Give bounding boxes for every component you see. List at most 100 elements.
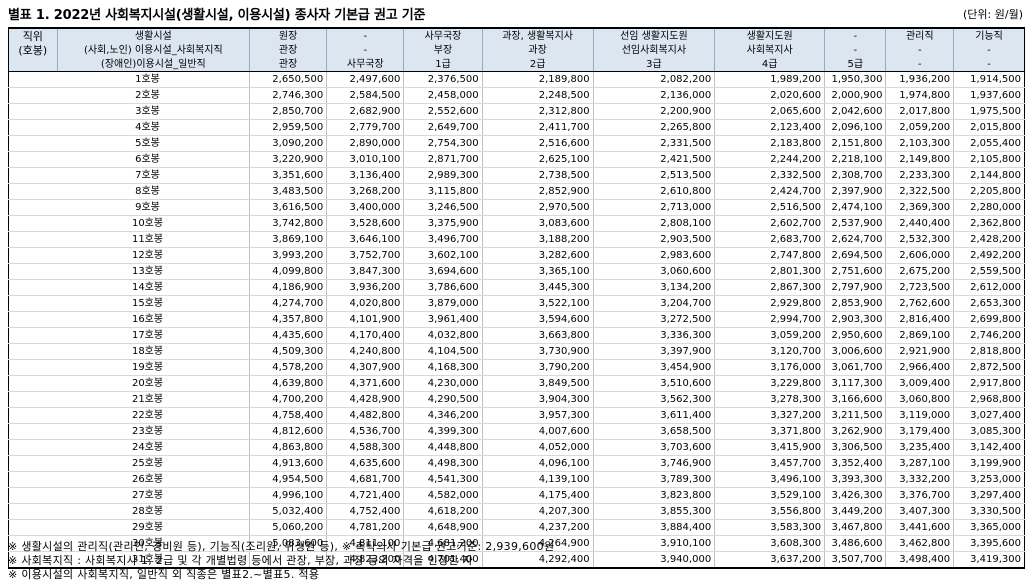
footnotes: ※ 생활시설의 관리직(관리인, 경비원 등), 기능직(조리원, 위생원 등)… bbox=[8, 540, 554, 582]
salary-cell: 3,188,200 bbox=[481, 231, 594, 248]
salary-cell: 3,119,000 bbox=[885, 407, 955, 424]
salary-cell: 4,509,300 bbox=[249, 343, 328, 360]
table-row: 25호봉 4,913,600 4,635,600 4,498,300 4,096,100… bbox=[7, 455, 1025, 472]
salary-cell: 3,253,000 bbox=[953, 471, 1025, 488]
header-cell: 사회복지사 bbox=[714, 43, 826, 57]
salary-cell: 4,264,900 bbox=[481, 535, 594, 552]
salary-cell: 2,675,200 bbox=[885, 263, 955, 280]
salary-cell: 3,855,300 bbox=[592, 503, 716, 520]
step-cell: 9호봉 bbox=[7, 199, 251, 216]
salary-cell: 3,752,700 bbox=[326, 247, 405, 264]
salary-cell: 3,457,700 bbox=[714, 455, 826, 472]
salary-cell: 2,189,800 bbox=[481, 71, 594, 88]
salary-cell: 3,006,600 bbox=[824, 343, 887, 360]
salary-cell: 3,789,300 bbox=[592, 471, 716, 488]
salary-cell: 4,230,000 bbox=[403, 375, 483, 392]
salary-cell: 2,458,000 bbox=[403, 87, 483, 104]
step-cell: 14호봉 bbox=[7, 279, 251, 296]
salary-cell: 3,278,300 bbox=[714, 391, 826, 408]
salary-cell: 2,233,300 bbox=[885, 167, 955, 184]
salary-cell: 2,929,800 bbox=[714, 295, 826, 312]
table-row: 2호봉 2,746,300 2,584,500 2,458,000 2,248,500 2… bbox=[7, 87, 1025, 104]
salary-cell: 2,612,000 bbox=[953, 279, 1025, 296]
salary-cell: 2,903,500 bbox=[592, 231, 716, 248]
salary-cell: 3,957,300 bbox=[481, 407, 594, 424]
table-row: 19호봉 4,578,200 4,307,900 4,168,300 3,790,200… bbox=[7, 359, 1025, 376]
header-row: (호봉) (사회,노인) 이용시설_사회복지직 관장 - 부장 과장 선임사회복지사 사회복지… bbox=[8, 43, 1025, 57]
salary-cell: 4,648,900 bbox=[403, 519, 483, 536]
step-cell: 2호봉 bbox=[7, 87, 251, 104]
header-cell: 원장 bbox=[249, 27, 328, 43]
salary-cell: 3,583,300 bbox=[714, 519, 826, 536]
salary-cell: 4,700,200 bbox=[249, 391, 328, 408]
salary-cell: 2,105,800 bbox=[953, 151, 1025, 168]
header-cell: 관리직 bbox=[885, 27, 955, 43]
salary-cell: 3,179,400 bbox=[885, 423, 955, 440]
salary-cell: 3,658,500 bbox=[592, 423, 716, 440]
header-cell: - bbox=[326, 43, 405, 57]
salary-cell: 3,330,500 bbox=[953, 503, 1025, 520]
step-cell: 15호봉 bbox=[7, 295, 251, 312]
table-row: 27호봉 4,996,100 4,721,400 4,582,000 4,175,400… bbox=[7, 487, 1025, 504]
salary-cell: 1,936,200 bbox=[885, 71, 955, 88]
header-cell: 관장 bbox=[249, 57, 328, 72]
salary-cell: 4,399,300 bbox=[403, 423, 483, 440]
salary-cell: 4,357,800 bbox=[249, 311, 328, 328]
step-cell: 19호봉 bbox=[7, 359, 251, 376]
salary-cell: 3,419,300 bbox=[953, 551, 1025, 569]
salary-cell: 2,713,000 bbox=[592, 199, 716, 216]
step-cell: 6호봉 bbox=[7, 151, 251, 168]
salary-cell: 3,869,100 bbox=[249, 231, 328, 248]
header-facility-type: (장애인)이용시설_일반직 bbox=[56, 57, 251, 72]
table-row: 12호봉 3,993,200 3,752,700 3,602,100 3,282,600… bbox=[7, 247, 1025, 264]
step-cell: 3호봉 bbox=[7, 103, 251, 120]
salary-cell: 2,754,300 bbox=[403, 135, 483, 152]
step-cell: 7호봉 bbox=[7, 167, 251, 184]
salary-cell: 4,618,200 bbox=[403, 503, 483, 520]
salary-cell: 2,762,600 bbox=[885, 295, 955, 312]
header-cell: 2급 bbox=[481, 57, 594, 72]
salary-cell: 2,532,300 bbox=[885, 231, 955, 248]
salary-cell: 2,082,200 bbox=[592, 71, 716, 88]
step-cell: 12호봉 bbox=[7, 247, 251, 264]
salary-cell: 2,970,500 bbox=[481, 199, 594, 216]
salary-cell: 4,913,600 bbox=[249, 455, 328, 472]
salary-cell: 2,421,500 bbox=[592, 151, 716, 168]
step-cell: 16호봉 bbox=[7, 311, 251, 328]
salary-cell: 4,020,800 bbox=[326, 295, 405, 312]
salary-cell: 3,498,400 bbox=[885, 551, 955, 569]
salary-cell: 4,498,300 bbox=[403, 455, 483, 472]
salary-cell: 3,166,600 bbox=[824, 391, 887, 408]
salary-cell: 3,486,600 bbox=[824, 535, 887, 552]
header-row: 직위 생활시설 원장 - 사무국장 과장, 생활복지사 선임 생활지도원 생활지도원 - 관리직 기… bbox=[8, 27, 1025, 43]
step-cell: 4호봉 bbox=[7, 119, 251, 136]
salary-cell: 3,426,300 bbox=[824, 487, 887, 504]
salary-cell: 2,552,600 bbox=[403, 103, 483, 120]
salary-cell: 2,144,800 bbox=[953, 167, 1025, 184]
salary-cell: 4,104,500 bbox=[403, 343, 483, 360]
salary-cell: 2,411,700 bbox=[481, 119, 594, 136]
salary-cell: 3,611,400 bbox=[592, 407, 716, 424]
salary-cell: 3,142,400 bbox=[953, 439, 1025, 456]
salary-cell: 2,205,800 bbox=[953, 183, 1025, 200]
table-row: 17호봉 4,435,600 4,170,400 4,032,800 3,663,800… bbox=[7, 327, 1025, 344]
salary-cell: 3,496,700 bbox=[403, 231, 483, 248]
salary-cell: 2,808,100 bbox=[592, 215, 716, 232]
salary-cell: 3,646,100 bbox=[326, 231, 405, 248]
salary-cell: 2,015,800 bbox=[953, 119, 1025, 136]
salary-cell: 4,032,800 bbox=[403, 327, 483, 344]
salary-cell: 2,624,700 bbox=[824, 231, 887, 248]
salary-cell: 3,176,000 bbox=[714, 359, 826, 376]
salary-cell: 3,332,200 bbox=[885, 471, 955, 488]
salary-cell: 2,362,800 bbox=[953, 215, 1025, 232]
salary-cell: 3,528,600 bbox=[326, 215, 405, 232]
salary-cell: 3,376,700 bbox=[885, 487, 955, 504]
salary-cell: 2,440,400 bbox=[885, 215, 955, 232]
salary-cell: 2,397,900 bbox=[824, 183, 887, 200]
salary-cell: 3,085,300 bbox=[953, 423, 1025, 440]
unit-label: (단위: 원/월) bbox=[963, 8, 1023, 21]
step-cell: 1호봉 bbox=[7, 71, 251, 88]
salary-cell: 2,537,900 bbox=[824, 215, 887, 232]
salary-cell: 3,884,400 bbox=[592, 519, 716, 536]
salary-cell: 2,200,900 bbox=[592, 103, 716, 120]
